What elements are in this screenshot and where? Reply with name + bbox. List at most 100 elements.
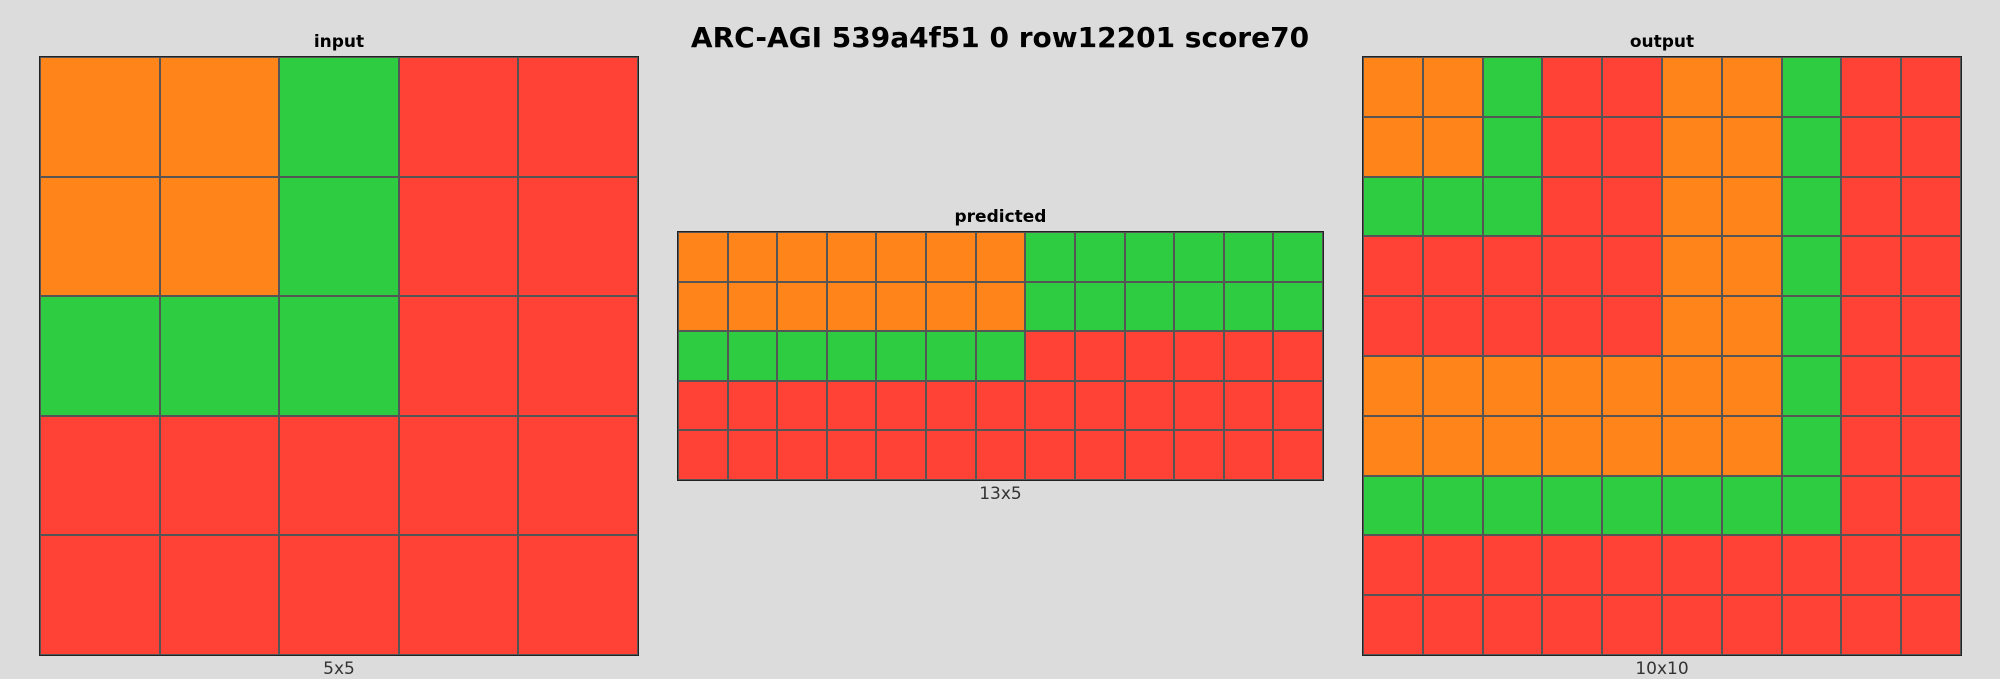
input-cell	[40, 415, 160, 536]
predicted-cell	[876, 430, 927, 480]
output-cell	[1602, 595, 1662, 655]
predicted-cell	[1273, 232, 1323, 282]
output-cell	[1661, 116, 1722, 177]
output-cell	[1901, 355, 1961, 416]
output-cell	[1542, 535, 1603, 596]
predicted-cell	[727, 331, 778, 381]
output-cell	[1602, 296, 1662, 356]
predicted-cell	[678, 281, 728, 332]
input-cell	[398, 296, 519, 416]
predicted-cell	[826, 281, 877, 332]
predicted-cell	[926, 331, 976, 381]
input-cell	[398, 415, 519, 536]
output-cell	[1602, 116, 1662, 177]
input-cell	[518, 176, 638, 297]
output-cell	[1841, 296, 1902, 356]
predicted-cell	[1223, 380, 1274, 431]
predicted-cell	[1074, 281, 1125, 332]
predicted-cell	[1273, 380, 1323, 431]
predicted-cell	[1074, 232, 1125, 282]
input-cell	[40, 57, 160, 177]
output-cell	[1661, 236, 1722, 297]
output-cell	[1781, 415, 1842, 476]
predicted-cell	[975, 430, 1026, 480]
output-cell	[1841, 236, 1902, 297]
output-cell	[1422, 116, 1483, 177]
output-cell	[1781, 57, 1842, 117]
output-cell	[1422, 57, 1483, 117]
output-cell	[1363, 296, 1423, 356]
output-cell	[1661, 176, 1722, 237]
output-cell	[1841, 355, 1902, 416]
predicted-cell	[876, 232, 927, 282]
output-cell	[1363, 535, 1423, 596]
input-cell	[279, 57, 399, 177]
output-cell	[1363, 595, 1423, 655]
output-cell	[1781, 535, 1842, 596]
predicted-cell	[777, 281, 827, 332]
output-cell	[1602, 176, 1662, 237]
output-cell	[1482, 355, 1543, 416]
output-cell	[1363, 57, 1423, 117]
output-cell	[1482, 475, 1543, 536]
input-panel-title: input	[313, 32, 365, 52]
output-cell	[1482, 236, 1543, 297]
predicted-cell	[1025, 430, 1075, 480]
output-cell	[1661, 475, 1722, 536]
predicted-cell	[1074, 430, 1125, 480]
predicted-cell	[1174, 380, 1224, 431]
output-cell	[1901, 296, 1961, 356]
predicted-cell	[1273, 331, 1323, 381]
output-cell	[1422, 595, 1483, 655]
output-cell	[1901, 535, 1961, 596]
output-cell	[1841, 57, 1902, 117]
output-cell	[1482, 535, 1543, 596]
input-cell	[159, 296, 280, 416]
output-cell	[1721, 236, 1782, 297]
output-cell	[1482, 176, 1543, 237]
output-cell	[1422, 296, 1483, 356]
predicted-cell	[727, 232, 778, 282]
predicted-cell	[1124, 331, 1175, 381]
input-cell	[40, 296, 160, 416]
predicted-cell	[1223, 281, 1274, 332]
input-cell	[40, 535, 160, 655]
predicted-cell	[1074, 331, 1125, 381]
predicted-cell	[926, 232, 976, 282]
output-cell	[1721, 116, 1782, 177]
output-cell	[1901, 57, 1961, 117]
predicted-cell	[926, 380, 976, 431]
output-cell	[1422, 535, 1483, 596]
output-cell	[1363, 475, 1423, 536]
input-dims-label: 5x5	[323, 659, 355, 679]
predicted-cell	[1025, 232, 1075, 282]
output-cell	[1542, 57, 1603, 117]
input-cell	[518, 415, 638, 536]
predicted-cell	[826, 380, 877, 431]
predicted-cell	[777, 380, 827, 431]
output-cell	[1901, 236, 1961, 297]
input-cell	[40, 176, 160, 297]
output-cell	[1721, 176, 1782, 237]
input-cell	[279, 535, 399, 655]
output-cell	[1482, 595, 1543, 655]
input-cell	[398, 57, 519, 177]
output-cell	[1841, 595, 1902, 655]
output-cell	[1363, 355, 1423, 416]
output-grid	[1362, 56, 1962, 656]
output-cell	[1542, 415, 1603, 476]
predicted-cell	[727, 430, 778, 480]
predicted-cell	[826, 232, 877, 282]
predicted-cell	[777, 232, 827, 282]
predicted-cell	[1174, 232, 1224, 282]
predicted-cell	[1223, 232, 1274, 282]
predicted-cell	[1174, 331, 1224, 381]
output-cell	[1363, 116, 1423, 177]
output-cell	[1781, 355, 1842, 416]
predicted-cell	[975, 281, 1026, 332]
predicted-cell	[1223, 430, 1274, 480]
output-cell	[1841, 415, 1902, 476]
output-cell	[1721, 475, 1782, 536]
predicted-cell	[1124, 232, 1175, 282]
output-cell	[1542, 236, 1603, 297]
